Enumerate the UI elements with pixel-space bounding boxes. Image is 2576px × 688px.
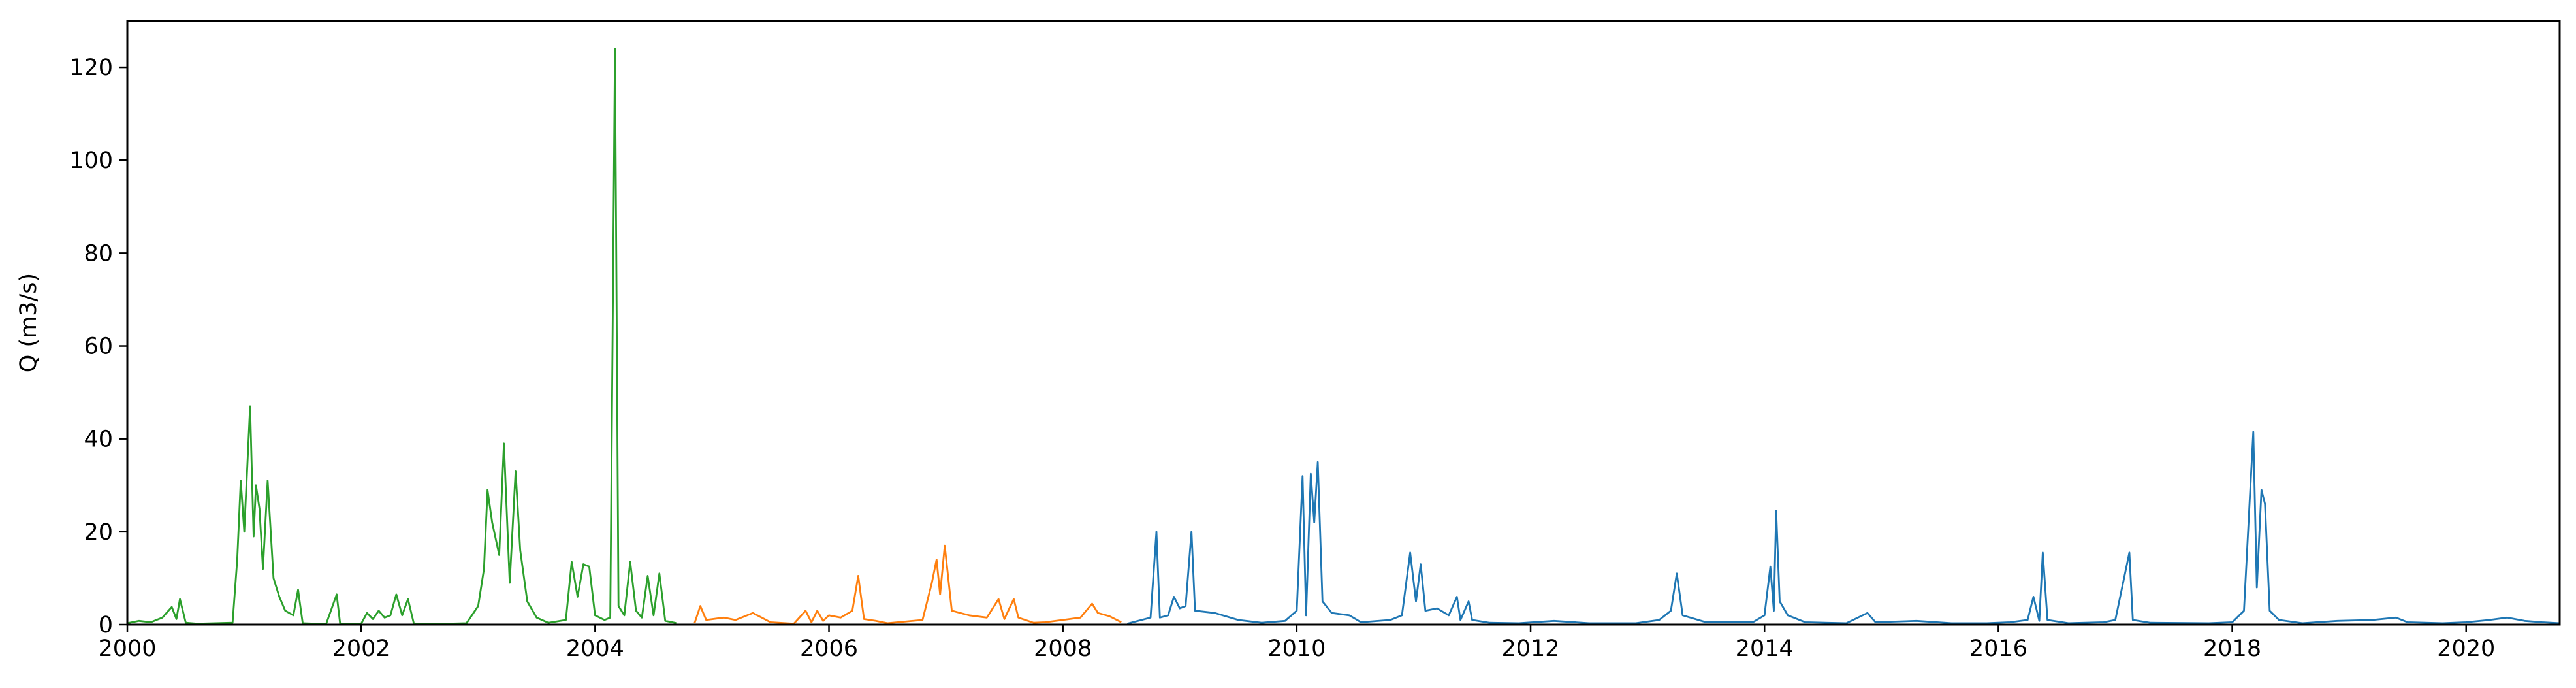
plot-frame bbox=[126, 20, 2561, 626]
y-tick-label: 80 bbox=[84, 240, 113, 267]
y-axis-ticks: 0 20 40 60 80 100 120 bbox=[69, 55, 127, 638]
x-tick-label: 2016 bbox=[1969, 636, 2027, 662]
x-axis-ticks: 2000 2002 2004 2006 2008 2010 2012 2014 2016 2018… bbox=[98, 625, 2495, 662]
series-line-1 bbox=[127, 48, 677, 625]
x-tick-label: 2014 bbox=[1736, 636, 1794, 662]
x-tick-label: 2006 bbox=[800, 636, 858, 662]
x-tick-label: 2010 bbox=[1267, 636, 1326, 662]
series-layer bbox=[127, 48, 2560, 625]
y-tick-label: 120 bbox=[69, 55, 113, 81]
series-line-3 bbox=[1126, 431, 2560, 625]
series-line-2 bbox=[693, 544, 1122, 625]
x-tick-label: 2004 bbox=[566, 636, 624, 662]
x-tick-label: 2000 bbox=[98, 636, 156, 662]
x-tick-label: 2018 bbox=[2203, 636, 2261, 662]
y-axis-label: Q (m3/s) bbox=[16, 273, 42, 372]
x-tick-label: 2008 bbox=[1034, 636, 1092, 662]
y-tick-label: 100 bbox=[69, 148, 113, 174]
x-tick-label: 2002 bbox=[332, 636, 390, 662]
y-tick-label: 40 bbox=[84, 427, 113, 453]
x-tick-label: 2020 bbox=[2437, 636, 2495, 662]
y-tick-label: 0 bbox=[99, 612, 113, 638]
y-tick-label: 60 bbox=[84, 334, 113, 360]
y-tick-label: 20 bbox=[84, 519, 113, 546]
x-tick-label: 2012 bbox=[1501, 636, 1559, 662]
